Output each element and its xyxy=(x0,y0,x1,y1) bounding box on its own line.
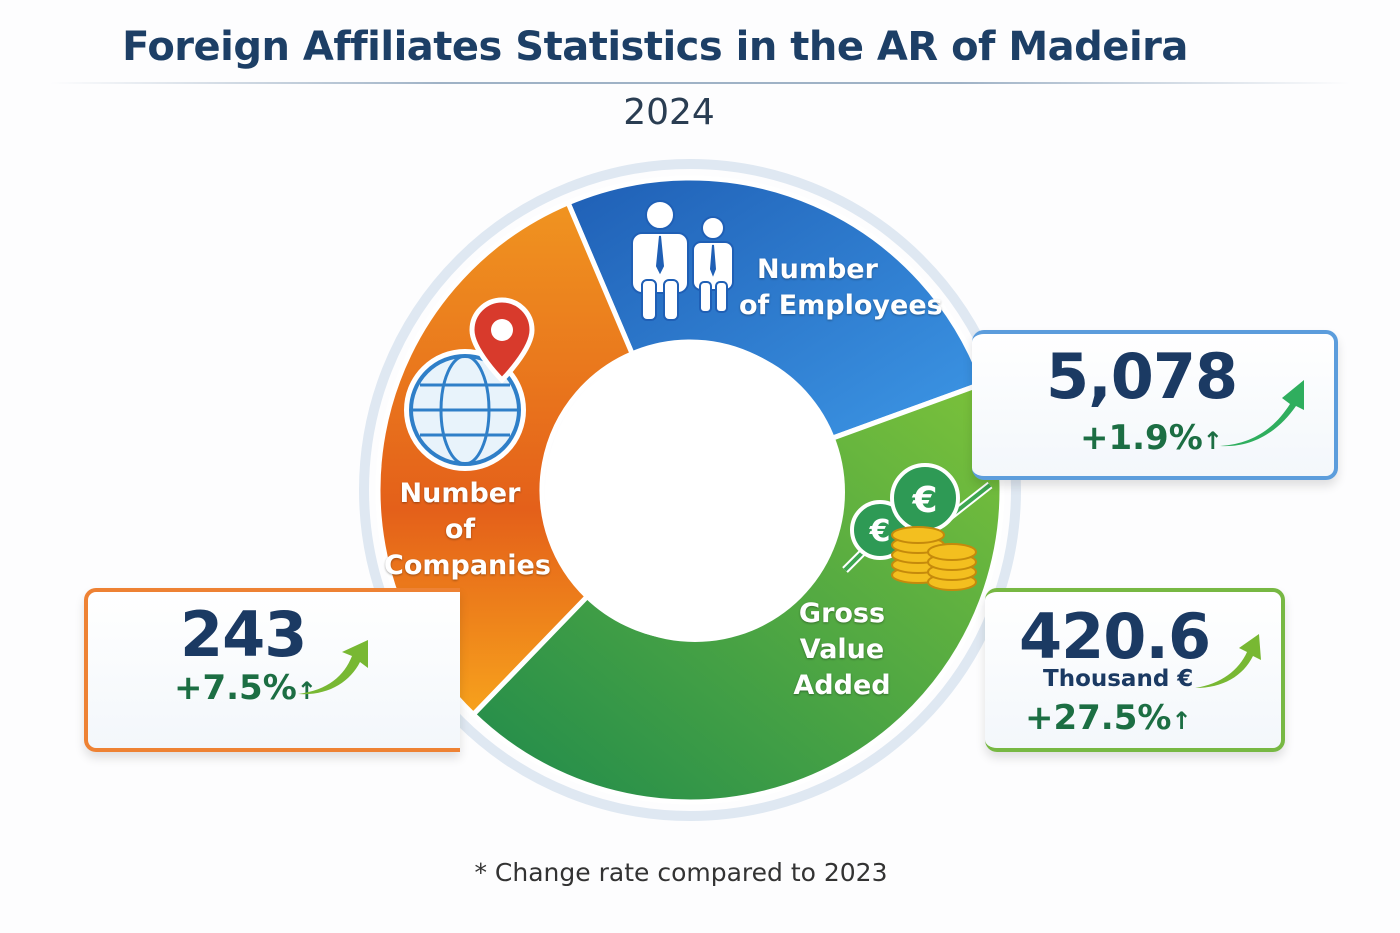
label-line: of Employees xyxy=(739,290,943,321)
segment-label-employees: Number of Employees xyxy=(739,252,943,324)
people-icon xyxy=(631,200,734,321)
svg-text:€: € xyxy=(911,480,937,521)
trend-up-arrow-icon xyxy=(298,640,368,695)
companies-value: 243 xyxy=(180,598,307,671)
trend-up-arrow-icon xyxy=(1220,380,1304,447)
year-subtitle: 2024 xyxy=(623,92,715,133)
footnote: * Change rate compared to 2023 xyxy=(474,858,888,887)
gva-unit: Thousand € xyxy=(1043,666,1194,692)
companies-stat-card: 243 +7.5%↑ xyxy=(84,588,460,752)
employees-change: +1.9%↑ xyxy=(1080,418,1223,458)
gva-value: 420.6 xyxy=(1019,600,1211,673)
employees-value: 5,078 xyxy=(1046,340,1238,413)
title-divider xyxy=(50,82,1350,84)
gva-stat-card: 420.6 Thousand € +27.5%↑ xyxy=(985,588,1285,752)
label-line: Companies xyxy=(384,550,551,581)
label-line: Number of xyxy=(399,478,521,545)
globe-location-pin-icon xyxy=(404,297,535,471)
segment-label-gva: Gross Value Added xyxy=(752,596,932,704)
arrow-up-icon: ↑ xyxy=(296,677,317,705)
segment-companies xyxy=(375,199,636,718)
segment-label-companies: Number of Companies xyxy=(384,476,551,584)
companies-change: +7.5%↑ xyxy=(174,668,317,708)
arrow-up-icon: ↑ xyxy=(1202,427,1223,455)
arrow-up-icon: ↑ xyxy=(1171,707,1192,735)
trend-up-arrow-icon xyxy=(1195,634,1261,688)
label-line: Gross xyxy=(798,598,886,629)
svg-text:€: € xyxy=(869,514,891,549)
gva-change: +27.5%↑ xyxy=(1025,698,1192,738)
label-line: Number xyxy=(757,254,878,285)
label-line: Value Added xyxy=(793,634,891,701)
donut-hole xyxy=(545,342,845,642)
page-title: Foreign Affiliates Statistics in the AR … xyxy=(122,24,1188,70)
euro-coins-growth-icon: € € xyxy=(842,463,993,591)
donut-outer-halo xyxy=(359,159,1021,821)
employees-stat-card: 5,078 +1.9%↑ xyxy=(972,330,1338,480)
